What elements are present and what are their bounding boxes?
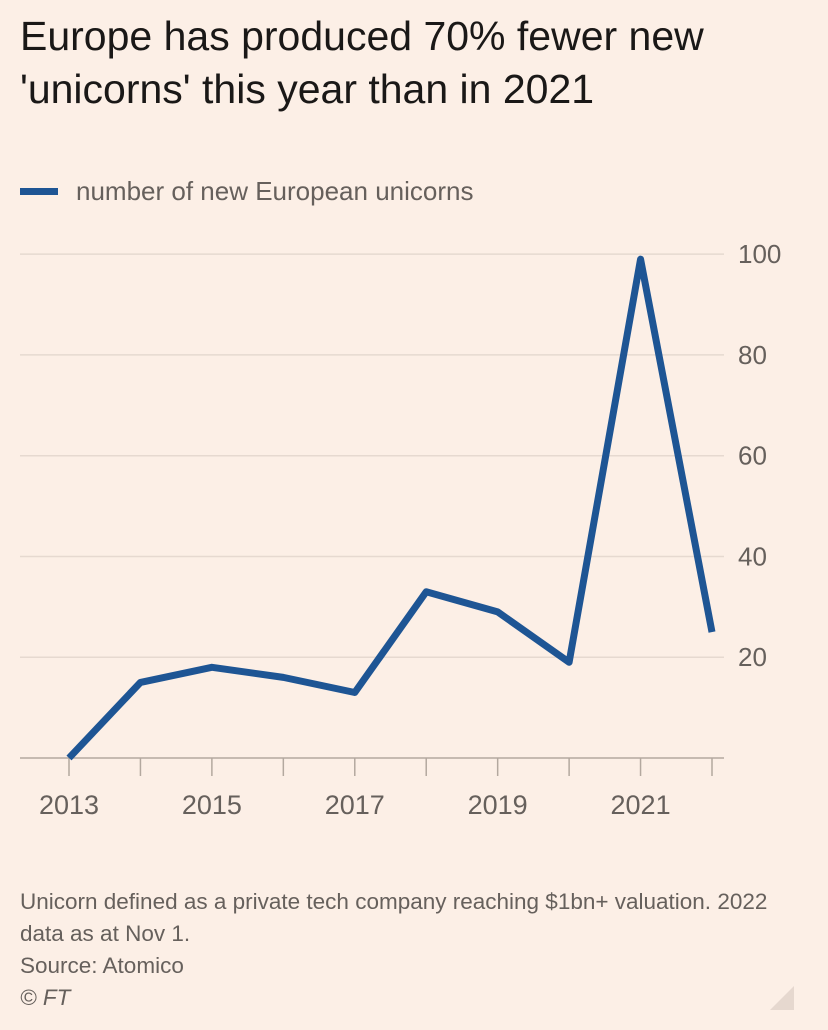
data-point [280,674,287,681]
legend: number of new European unicorns [20,176,473,207]
y-tick-label: 20 [738,642,767,672]
y-tick-label: 60 [738,441,767,471]
legend-swatch [20,188,58,195]
data-point [637,256,644,263]
data-point [709,629,716,636]
footer: Unicorn defined as a private tech compan… [20,886,810,1014]
data-point [351,689,358,696]
series-line-new-european-unicorns [66,255,716,761]
data-point [423,588,430,595]
copyright-note: © FT [20,985,71,1010]
x-tick-label: 2015 [182,790,242,820]
data-point [66,755,73,762]
resize-corner-icon [770,986,794,1010]
y-tick-label: 80 [738,340,767,370]
footnote: Unicorn defined as a private tech compan… [20,889,768,946]
chart-title: Europe has produced 70% fewer new 'unico… [20,13,704,112]
data-point [208,664,215,671]
x-tick-label: 2021 [611,790,671,820]
x-tick-label: 2013 [39,790,99,820]
line-chart: 20 40 60 80 100 2013 2015 2017 2019 2021 [20,239,781,820]
data-point [137,679,144,686]
data-point [566,659,573,666]
y-tick-label: 40 [738,541,767,571]
data-point [494,608,501,615]
x-tick-label: 2019 [468,790,528,820]
y-tick-label: 100 [738,239,781,269]
legend-label: number of new European unicorns [76,176,474,206]
source-note: Source: Atomico [20,953,184,978]
x-tick-label: 2017 [325,790,385,820]
